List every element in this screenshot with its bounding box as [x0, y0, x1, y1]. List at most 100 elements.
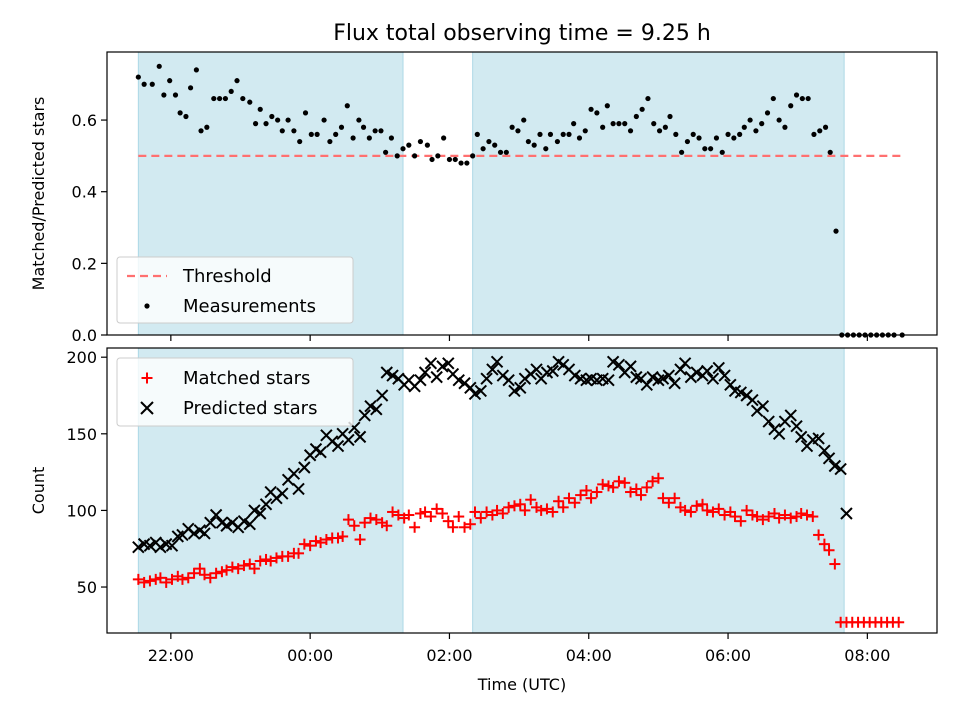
measurement-point — [424, 142, 430, 148]
measurement-point — [833, 228, 839, 234]
matched-point — [354, 534, 366, 546]
predicted-point — [546, 364, 559, 378]
matched-point — [238, 560, 250, 572]
predicted-point — [508, 384, 521, 398]
matched-point — [823, 544, 835, 556]
y-tick-label: 0.6 — [72, 111, 97, 130]
legend-threshold-label: Threshold — [182, 266, 272, 287]
x-tick-label: 08:00 — [844, 646, 890, 665]
ratio-legend: Threshold Measurements — [116, 256, 354, 324]
predicted-point — [259, 498, 273, 511]
measurement-point — [622, 121, 628, 127]
count-panel: 50 100 150 200 22:00 00:00 02:00 04:00 06:00 08:0… — [29, 347, 938, 665]
plot-frame — [106, 347, 938, 634]
y-tick-label: 0.2 — [72, 254, 97, 273]
measurement-point — [234, 78, 240, 84]
matched-point — [619, 477, 631, 489]
count-shade-layer — [137, 347, 845, 634]
measurement-point — [662, 124, 668, 130]
predicted-point — [209, 508, 223, 522]
measurement-point — [639, 106, 645, 112]
matched-point — [535, 504, 547, 516]
matched-point — [647, 475, 659, 487]
matched-point — [625, 486, 637, 498]
measurement-point — [141, 81, 147, 87]
matched-point — [719, 509, 731, 521]
measurement-point — [360, 124, 367, 130]
matched-point — [813, 529, 825, 541]
matched-point — [597, 478, 609, 490]
predicted-point — [818, 444, 831, 457]
matched-point — [425, 511, 437, 523]
measurement-point — [817, 128, 823, 134]
legend-measurements-label: Measurements — [183, 296, 316, 317]
measurement-point — [183, 113, 189, 120]
matched-point — [365, 512, 377, 524]
predicted-point — [468, 387, 482, 401]
matched-point — [613, 475, 625, 487]
predicted-point — [568, 369, 582, 382]
matched-point — [893, 616, 905, 628]
measurement-point — [764, 110, 771, 116]
measurement-point — [458, 160, 464, 166]
matched-point — [144, 575, 156, 587]
matched-point — [348, 520, 360, 532]
predicted-point — [165, 539, 179, 552]
ratio-panel: 0.0 0.2 0.4 0.6 Matched/Predicted stars Thr… — [29, 51, 938, 345]
predicted-point — [248, 504, 261, 517]
matched-point — [563, 492, 575, 504]
predicted-point — [612, 358, 626, 372]
matched-point — [735, 515, 747, 527]
measurement-point — [673, 131, 679, 137]
predicted-point — [375, 389, 389, 402]
predicted-point — [480, 372, 493, 385]
measurement-point — [198, 128, 204, 134]
measurement-point — [435, 153, 441, 159]
predicted-point — [204, 516, 217, 529]
matched-point — [447, 521, 459, 533]
measurement-point — [627, 128, 634, 134]
matched-point — [525, 494, 537, 506]
legend-measurements-swatch — [144, 303, 150, 309]
matched-point — [403, 509, 415, 521]
matched-point — [469, 506, 481, 518]
measurement-point — [356, 117, 362, 123]
predicted-point — [486, 363, 499, 376]
predicted-point — [746, 393, 759, 407]
measurement-point — [285, 117, 291, 123]
measurement-point — [741, 124, 747, 130]
measurement-point — [600, 124, 606, 130]
measurement-point — [406, 142, 412, 148]
measurement-point — [486, 138, 492, 145]
predicted-point — [342, 433, 355, 447]
matched-point — [757, 514, 769, 526]
predicted-point — [706, 372, 720, 385]
measurement-point — [731, 135, 737, 141]
measurement-point — [480, 146, 486, 152]
matched-point — [199, 569, 211, 581]
measurement-point — [372, 128, 378, 134]
measurement-point — [417, 138, 424, 145]
measurement-point — [492, 142, 498, 148]
measurement-point — [177, 110, 183, 116]
matched-point — [315, 537, 327, 549]
x-tick-label: 04:00 — [566, 646, 612, 665]
measurement-point — [799, 95, 805, 102]
matched-point — [652, 472, 664, 484]
x-tick-label: 00:00 — [287, 646, 333, 665]
measurement-point — [651, 121, 657, 127]
measurement-point — [788, 103, 794, 109]
predicted-point — [464, 381, 477, 395]
y-tick-label: 150 — [66, 425, 97, 444]
matched-point — [713, 503, 725, 515]
predicted-point — [784, 409, 797, 422]
measurement-point — [161, 92, 167, 98]
matched-point — [442, 515, 454, 527]
matched-point — [160, 576, 172, 588]
measurement-point — [429, 156, 435, 163]
predicted-point — [418, 366, 432, 379]
predicted-point — [602, 373, 615, 387]
matched-point — [657, 492, 669, 504]
measurement-point — [383, 149, 389, 155]
matched-point — [270, 552, 282, 564]
